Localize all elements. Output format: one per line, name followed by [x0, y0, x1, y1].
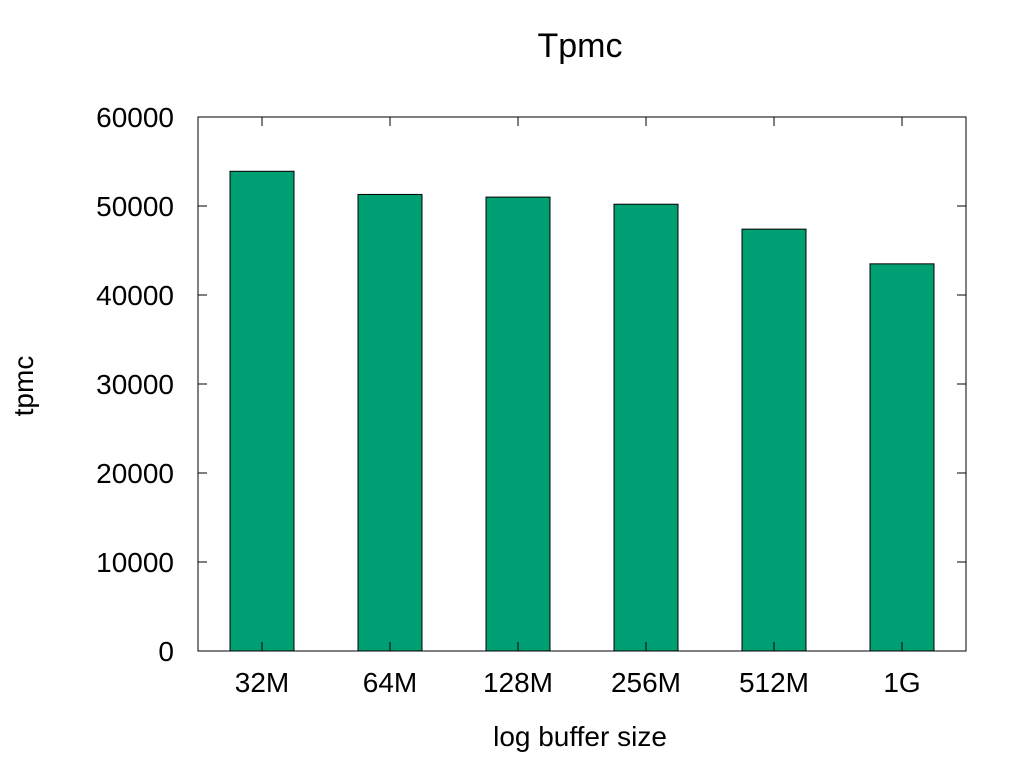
y-axis-label: tpmc	[8, 356, 39, 417]
y-tick-label: 60000	[96, 102, 174, 133]
x-tick-label: 32M	[235, 667, 289, 698]
y-tick-label: 40000	[96, 280, 174, 311]
bar-512m	[741, 228, 807, 652]
bar-32m	[229, 170, 295, 652]
x-tick-label: 64M	[363, 667, 417, 698]
bar-128m	[485, 196, 551, 652]
bar-1g	[869, 263, 935, 652]
bar-256m	[613, 203, 679, 652]
x-axis-label: log buffer size	[493, 721, 667, 752]
x-tick-label: 128M	[483, 667, 553, 698]
plot-area-frame	[197, 116, 967, 652]
bar-64m	[357, 193, 423, 652]
y-tick-label: 20000	[96, 458, 174, 489]
x-axis-ticks: 32M 64M 128M 256M 512M 1G	[235, 117, 921, 698]
y-tick-label: 50000	[96, 191, 174, 222]
y-tick-label: 10000	[96, 547, 174, 578]
y-tick-label: 0	[158, 636, 174, 667]
x-tick-label: 1G	[883, 667, 920, 698]
x-tick-label: 512M	[739, 667, 809, 698]
bars-group	[229, 170, 935, 652]
y-tick-label: 30000	[96, 369, 174, 400]
chart-title: Tpmc	[538, 27, 623, 65]
y-axis-ticks: 0 10000 20000 30000 40000 50000 60000	[96, 102, 966, 667]
x-tick-label: 256M	[611, 667, 681, 698]
